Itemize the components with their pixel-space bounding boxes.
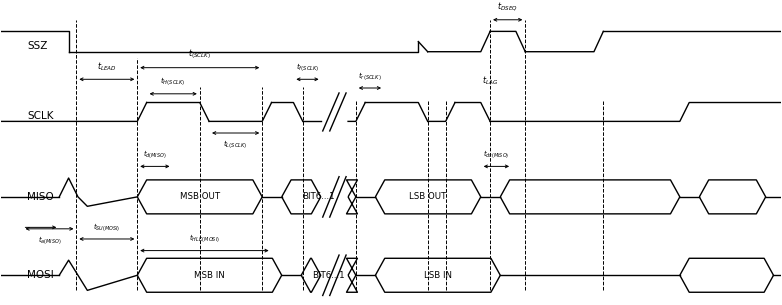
Text: LSB OUT: LSB OUT — [410, 192, 447, 201]
Text: BIT6...1: BIT6...1 — [303, 192, 335, 201]
Text: MISO: MISO — [27, 192, 54, 202]
Text: SCLK: SCLK — [27, 111, 54, 121]
Text: SSZ: SSZ — [27, 41, 48, 51]
Text: $t_{SU(MOSI)}$: $t_{SU(MOSI)}$ — [93, 221, 120, 233]
Text: BIT6...1: BIT6...1 — [312, 271, 345, 280]
Text: MOSI: MOSI — [27, 270, 54, 280]
Text: $t_{DSEQ}$: $t_{DSEQ}$ — [497, 1, 518, 13]
Text: $t_{r(SCLK)}$: $t_{r(SCLK)}$ — [358, 70, 382, 82]
Text: $t_{LAG}$: $t_{LAG}$ — [482, 74, 498, 87]
Text: $t_{L(SCLK)}$: $t_{L(SCLK)}$ — [224, 138, 248, 150]
Text: $t_{HLD(MOSI)}$: $t_{HLD(MOSI)}$ — [189, 232, 220, 244]
Text: MSB IN: MSB IN — [194, 271, 225, 280]
Text: $t_{LEAD}$: $t_{LEAD}$ — [97, 60, 117, 73]
Text: $t_{f(SCLK)}$: $t_{f(SCLK)}$ — [296, 61, 319, 73]
Text: $t_{(SCLK)}$: $t_{(SCLK)}$ — [188, 48, 211, 61]
Text: MSB OUT: MSB OUT — [180, 192, 220, 201]
Text: $t_{ds(MISO)}$: $t_{ds(MISO)}$ — [483, 148, 510, 160]
Text: $t_{d(MISO)}$: $t_{d(MISO)}$ — [143, 148, 167, 160]
Text: LSB IN: LSB IN — [424, 271, 452, 280]
Text: $t_{H(SCLK)}$: $t_{H(SCLK)}$ — [160, 76, 186, 88]
Text: $t_{a(MISO)}$: $t_{a(MISO)}$ — [38, 234, 61, 246]
